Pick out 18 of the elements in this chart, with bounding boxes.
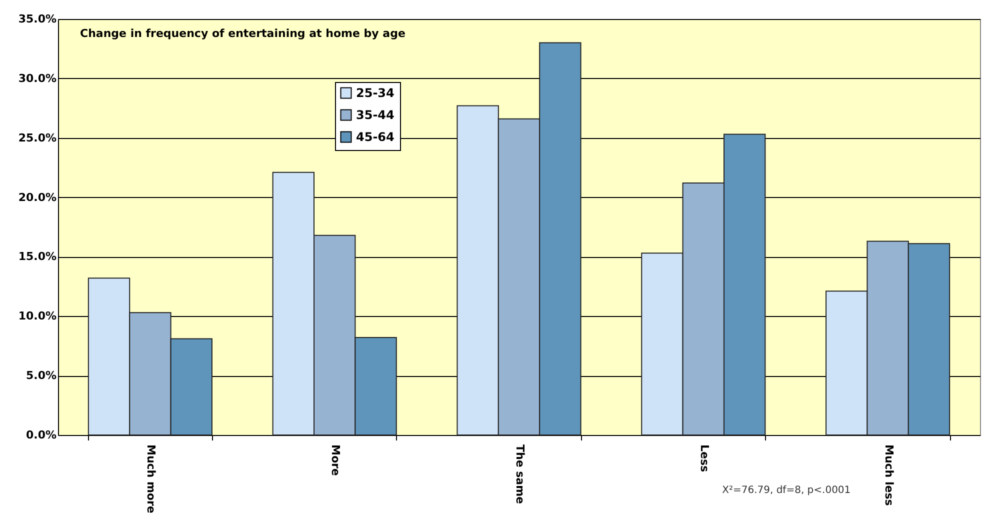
y-tick-label: 0.0%	[26, 428, 56, 442]
y-tick-label: 35.0%	[18, 12, 56, 26]
x-tick-label: The same	[514, 444, 526, 504]
x-tick-label: More	[329, 444, 342, 476]
y-tick-label: 25.0%	[18, 131, 56, 144]
legend-label: 35-44	[356, 108, 394, 122]
y-tick-label: 20.0%	[18, 190, 56, 204]
y-tick-label: 10.0%	[18, 310, 56, 323]
x-tick-label: Less	[698, 444, 711, 473]
y-tick-label: 15.0%	[18, 250, 56, 264]
legend-label: 25-34	[356, 86, 394, 100]
x-tick-label: Much more	[144, 444, 158, 514]
y-tick-label: 30.0%	[18, 72, 56, 85]
legend-label: 45-64	[356, 130, 394, 144]
text: Change in frequency of entertaining at home by age	[80, 27, 406, 40]
x-tick-label: Much less	[882, 444, 896, 506]
y-tick-label: 5.0%	[26, 369, 56, 382]
text: X²=76.79, df=8, p<.0001	[722, 485, 851, 496]
